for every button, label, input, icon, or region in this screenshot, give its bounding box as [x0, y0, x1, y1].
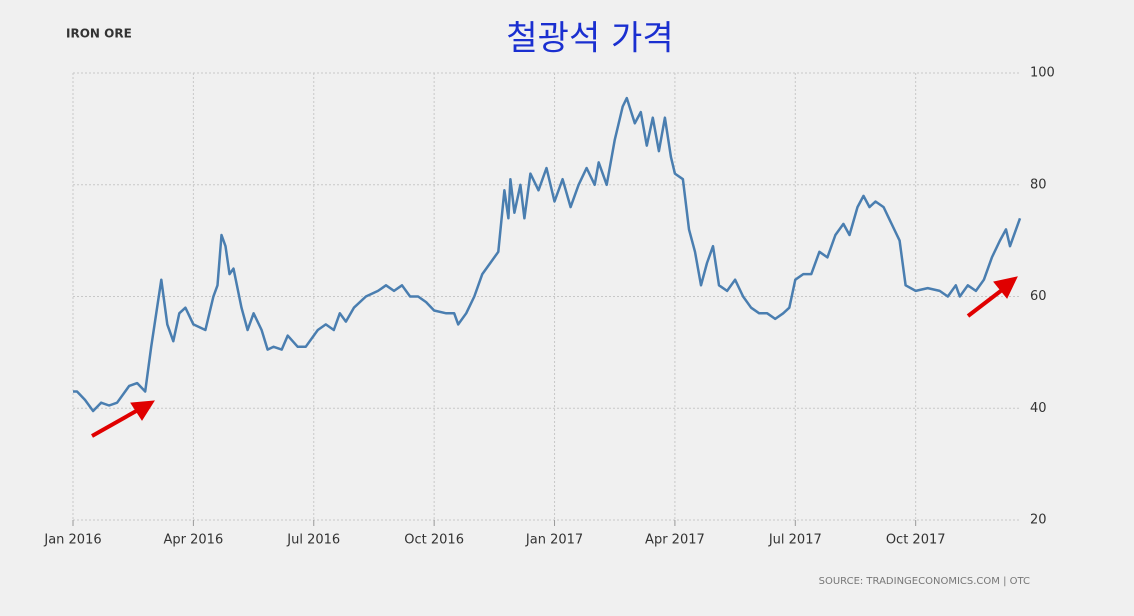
x-tick-label: Oct 2017 — [886, 533, 946, 548]
x-tick-label: Jul 2016 — [286, 533, 340, 548]
y-tick-label: 20 — [1030, 513, 1047, 528]
chart-label: IRON ORE — [66, 27, 132, 41]
y-tick-label: 60 — [1030, 289, 1047, 304]
y-tick-label: 40 — [1030, 401, 1047, 416]
x-tick-label: Apr 2016 — [164, 533, 224, 548]
arrow — [91, 408, 139, 438]
source-note: SOURCE: TRADINGECONOMICS.COM | OTC — [819, 576, 1030, 587]
x-tick-label: Apr 2017 — [645, 533, 705, 548]
y-tick-label: 100 — [1030, 66, 1055, 81]
x-tick-label: Oct 2016 — [404, 533, 464, 548]
x-tick-label: Jan 2016 — [43, 533, 101, 548]
arrow-head — [130, 400, 155, 421]
x-tick-label: Jan 2017 — [525, 533, 583, 548]
y-tick-label: 80 — [1030, 177, 1047, 192]
data-line — [73, 96, 1022, 413]
x-tick-label: Jul 2017 — [768, 533, 822, 548]
arrows — [91, 276, 1018, 438]
chart-title: 철광석 가격 — [506, 19, 673, 59]
arrow-head — [993, 276, 1018, 299]
arrow — [966, 288, 1004, 318]
